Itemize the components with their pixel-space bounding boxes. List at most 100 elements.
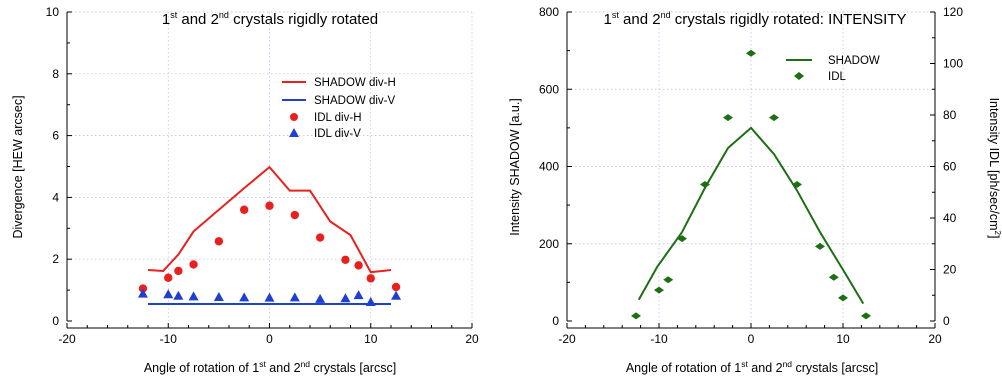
legend: SHADOW div-H SHADOW div-V IDL div-H IDL … bbox=[282, 77, 396, 140]
chart-title: 1st and 2nd crystals rigidly rotated bbox=[162, 10, 378, 28]
y2-tick-labels: 0 20 40 60 80 100 120 bbox=[943, 5, 963, 328]
data-point-idl bbox=[631, 312, 641, 320]
data-point-idl-div-h bbox=[138, 284, 148, 293]
y-axis-label: Divergence [HEW arcsec] bbox=[11, 95, 25, 238]
data-point-idl bbox=[663, 276, 674, 284]
y-tick-label: 200 bbox=[539, 237, 559, 251]
x-axis-label: Angle of rotation of 1st and 2nd crystal… bbox=[144, 359, 396, 375]
x-tick-label: -10 bbox=[650, 332, 668, 346]
grid bbox=[567, 11, 936, 321]
data-point-idl-div-v bbox=[365, 296, 376, 306]
x-tick-label: 20 bbox=[465, 332, 479, 346]
y-tick-label: 10 bbox=[46, 5, 60, 19]
data-point-idl-div-h bbox=[164, 273, 173, 282]
series-line-shadow bbox=[637, 126, 865, 305]
x-tick-label: -20 bbox=[58, 332, 76, 346]
legend-label: IDL div-H bbox=[314, 112, 362, 124]
x-tick-label: 0 bbox=[748, 332, 755, 346]
data-point-idl bbox=[792, 181, 802, 189]
x-tick-label: -20 bbox=[558, 332, 576, 346]
x-tick-labels: -20 -10 0 10 20 bbox=[58, 332, 479, 346]
y2-tick-label: 120 bbox=[943, 5, 963, 19]
data-point-idl-div-h bbox=[315, 233, 325, 242]
data-point-idl-div-v bbox=[173, 290, 184, 300]
legend-label: SHADOW bbox=[828, 55, 880, 67]
y-tick-label: 600 bbox=[539, 82, 559, 96]
y-tick-label: 400 bbox=[539, 160, 559, 174]
series-group bbox=[631, 49, 871, 320]
data-point-idl-div-v bbox=[163, 289, 174, 299]
x-axis-label: Angle of rotation of 1st and 2nd crystal… bbox=[626, 359, 878, 375]
legend-label: SHADOW div-V bbox=[314, 95, 395, 107]
x-tick-label: 0 bbox=[266, 332, 273, 346]
y2-axis-label: Intensity IDL [ph/sec/cm2] bbox=[987, 98, 1002, 239]
legend-label: IDL div-V bbox=[314, 128, 361, 140]
data-point-idl-div-v bbox=[391, 290, 402, 300]
data-point-idl-div-v bbox=[353, 290, 364, 300]
x-tick-label: 10 bbox=[836, 332, 850, 346]
x-tick-labels: -20 -10 0 10 20 bbox=[558, 332, 942, 346]
legend-label: SHADOW div-H bbox=[314, 77, 396, 89]
y-tick-label: 0 bbox=[52, 314, 59, 328]
y2-tick-label: 80 bbox=[943, 108, 957, 122]
data-point-idl bbox=[746, 49, 756, 57]
data-point-idl-div-h bbox=[174, 266, 183, 276]
legend: SHADOW IDL bbox=[786, 55, 880, 83]
x-tick-label: 10 bbox=[364, 332, 378, 346]
legend-swatch-idl-div-h bbox=[290, 113, 298, 121]
data-point-idl-div-h bbox=[341, 255, 350, 265]
y-tick-labels: 0 200 400 600 800 bbox=[539, 5, 559, 328]
data-point-idl-div-h bbox=[265, 201, 274, 210]
axes bbox=[66, 11, 473, 329]
chart-title: 1st and 2nd crystals rigidly rotated: IN… bbox=[604, 10, 907, 28]
data-point-idl-div-v bbox=[239, 292, 250, 302]
legend-label: IDL bbox=[828, 71, 847, 83]
x-tick-label: -10 bbox=[160, 332, 178, 346]
data-point-idl-div-v bbox=[340, 293, 351, 303]
data-point-idl-div-h bbox=[391, 282, 401, 292]
axes bbox=[566, 11, 936, 329]
data-point-idl bbox=[828, 273, 839, 281]
data-point-idl-div-v bbox=[213, 292, 224, 302]
x-tick-label: 20 bbox=[928, 332, 942, 346]
data-point-idl bbox=[769, 114, 779, 122]
y-tick-label: 2 bbox=[52, 252, 59, 266]
data-point-idl-div-h bbox=[214, 237, 224, 246]
data-point-idl bbox=[677, 235, 687, 243]
y-tick-label: 4 bbox=[52, 190, 59, 204]
data-point-idl-div-h bbox=[189, 260, 198, 269]
y-axis-label: Intensity SHADOW [a.u.] bbox=[508, 98, 522, 236]
y2-tick-label: 60 bbox=[943, 160, 957, 174]
y2-tick-label: 20 bbox=[943, 263, 957, 277]
data-point-idl bbox=[723, 114, 733, 122]
grid bbox=[67, 11, 473, 321]
y-tick-label: 6 bbox=[52, 129, 59, 143]
y-tick-label: 8 bbox=[52, 67, 59, 81]
data-point-idl bbox=[654, 286, 664, 294]
data-point-idl-div-h bbox=[354, 261, 363, 270]
y-tick-labels: 0 2 4 6 8 10 bbox=[46, 5, 60, 328]
data-point-idl-div-h bbox=[366, 274, 375, 283]
data-point-idl-div-h bbox=[239, 205, 249, 214]
data-point-idl bbox=[861, 312, 871, 320]
y2-tick-label: 100 bbox=[943, 57, 963, 71]
series-line-shadow-div-h bbox=[147, 165, 392, 274]
data-point-idl-div-v bbox=[289, 292, 300, 302]
y-tick-label: 0 bbox=[552, 314, 559, 328]
y2-tick-label: 0 bbox=[943, 314, 950, 328]
data-point-idl-div-v bbox=[315, 293, 326, 303]
data-point-idl-div-v bbox=[137, 288, 148, 298]
data-point-idl-div-v bbox=[264, 292, 275, 302]
y2-tick-label: 40 bbox=[943, 211, 957, 225]
data-point-idl-div-v bbox=[188, 291, 199, 301]
legend-swatch-idl bbox=[794, 72, 804, 80]
series-group bbox=[137, 165, 402, 306]
data-point-idl-div-h bbox=[290, 210, 300, 220]
data-point-idl bbox=[815, 242, 825, 250]
y-tick-label: 800 bbox=[539, 5, 559, 19]
data-point-idl bbox=[700, 181, 710, 189]
legend-swatch-idl-div-v bbox=[289, 128, 299, 137]
chart-divergence: -20 -10 0 10 20 0 2 4 6 8 10 1st and 2nd crystals… bbox=[11, 5, 479, 375]
